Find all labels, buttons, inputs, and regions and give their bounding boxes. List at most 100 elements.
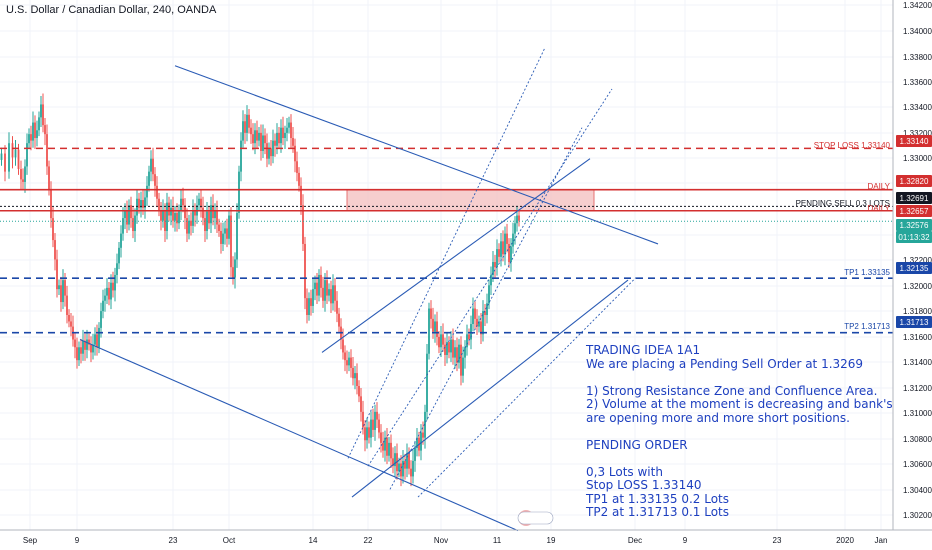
candle-body xyxy=(270,148,272,157)
candle-body xyxy=(64,280,66,296)
candle-body xyxy=(438,336,440,348)
price-tag-label: 1.31713 xyxy=(900,318,929,327)
candle-body xyxy=(466,334,468,348)
candle-body xyxy=(410,468,412,477)
candle-body xyxy=(362,411,364,428)
candle-body xyxy=(512,233,514,247)
candle-body xyxy=(136,198,138,216)
candle-body xyxy=(286,127,288,133)
candle-body xyxy=(226,228,228,239)
candle-body xyxy=(254,130,256,144)
candle-body xyxy=(46,134,48,167)
candle-body xyxy=(500,241,502,257)
candle-body xyxy=(276,132,278,146)
candle-body xyxy=(306,298,308,315)
idea-line: Stop LOSS 1.33140 xyxy=(586,478,702,492)
candle-body xyxy=(468,334,470,340)
candle-body xyxy=(302,205,304,244)
candle-body xyxy=(452,339,454,358)
candle-body xyxy=(436,321,438,337)
candle-body xyxy=(432,318,434,332)
candle-body xyxy=(264,135,266,144)
candle-body xyxy=(142,200,144,208)
candle-body xyxy=(180,198,182,211)
price-tick-label: 1.31600 xyxy=(903,333,932,342)
time-tick-label: 11 xyxy=(493,536,502,545)
time-tick-label: Jan xyxy=(875,536,888,545)
candle-body xyxy=(494,262,496,268)
time-axis[interactable]: Sep 9 23 Oct 14 22 Nov 11 19 Dec 9 23 2020 Jan xyxy=(0,529,932,545)
candle-body xyxy=(246,114,248,133)
price-tag xyxy=(896,175,932,187)
candle-body xyxy=(222,233,224,244)
candle-body xyxy=(476,318,478,327)
tradingview-logo xyxy=(517,510,554,526)
trendline xyxy=(79,339,519,532)
idea-line: TP1 at 1.33135 0.2 Lots xyxy=(586,491,729,506)
candle-body xyxy=(248,114,250,128)
candle-body xyxy=(390,442,392,459)
price-tag-label: 01:13:32 xyxy=(898,233,930,242)
candle-body xyxy=(24,166,26,182)
candle-body xyxy=(242,121,244,141)
price-tag-label: 1.32135 xyxy=(900,264,929,273)
idea-line: We are placing a Pending Sell Order at 1… xyxy=(586,356,864,371)
candle-body xyxy=(202,207,204,219)
candle-body xyxy=(398,463,400,472)
candle-body xyxy=(82,340,84,354)
candle-body xyxy=(434,321,436,332)
price-tick-label: 1.32000 xyxy=(903,282,932,291)
candle-body xyxy=(214,210,216,219)
channel-dotted-line xyxy=(417,277,637,498)
price-tick-label: 1.33800 xyxy=(903,53,932,62)
candle-body xyxy=(232,267,234,278)
candle-body xyxy=(260,132,262,151)
candle-body xyxy=(11,143,14,158)
candle-body xyxy=(256,130,258,141)
time-tick-label: 22 xyxy=(364,536,373,545)
candle-body xyxy=(86,339,88,350)
price-tick-label: 1.31200 xyxy=(903,384,932,393)
trendline xyxy=(174,65,659,245)
candle-body xyxy=(200,198,202,208)
price-tick-label: 1.33000 xyxy=(903,154,932,163)
candle-body xyxy=(464,347,466,358)
candle-body xyxy=(258,132,260,141)
candle-body xyxy=(502,241,504,255)
candle-body xyxy=(14,149,17,158)
price-axis[interactable]: 1.34200 1.34000 1.33800 1.33600 1.33400 1.332… xyxy=(892,0,932,530)
price-tick-label: 1.31800 xyxy=(903,307,932,316)
channel-dotted-line xyxy=(367,88,613,467)
candle-body xyxy=(384,437,386,451)
candle-body xyxy=(80,347,82,354)
time-tick-label: 9 xyxy=(683,536,688,545)
candle-body xyxy=(8,143,10,172)
idea-line: are opening more and more short position… xyxy=(586,410,850,425)
candle-body xyxy=(354,373,356,379)
candle-body xyxy=(348,357,350,366)
candle-body xyxy=(210,205,212,224)
candle-body xyxy=(322,287,324,301)
candle-body xyxy=(54,240,56,260)
candle-body xyxy=(328,289,330,296)
candle-body xyxy=(326,280,328,296)
price-tag xyxy=(896,262,932,274)
candle-body xyxy=(292,138,294,146)
time-tick-label: Oct xyxy=(223,536,236,545)
price-tag xyxy=(896,205,932,217)
candle-body xyxy=(370,419,372,438)
candle-body xyxy=(96,334,98,348)
candle-body xyxy=(400,463,402,477)
candle-body xyxy=(392,458,394,467)
idea-line: PENDING ORDER xyxy=(586,437,688,452)
candle-body xyxy=(374,411,376,430)
candle-body xyxy=(20,169,22,180)
candle-body xyxy=(224,228,226,234)
channel-dotted-line xyxy=(389,127,583,490)
candle-body xyxy=(376,411,378,420)
candle-body xyxy=(102,300,104,312)
candle-body xyxy=(238,171,240,213)
candle-body xyxy=(402,460,404,477)
candle-body xyxy=(60,285,62,303)
